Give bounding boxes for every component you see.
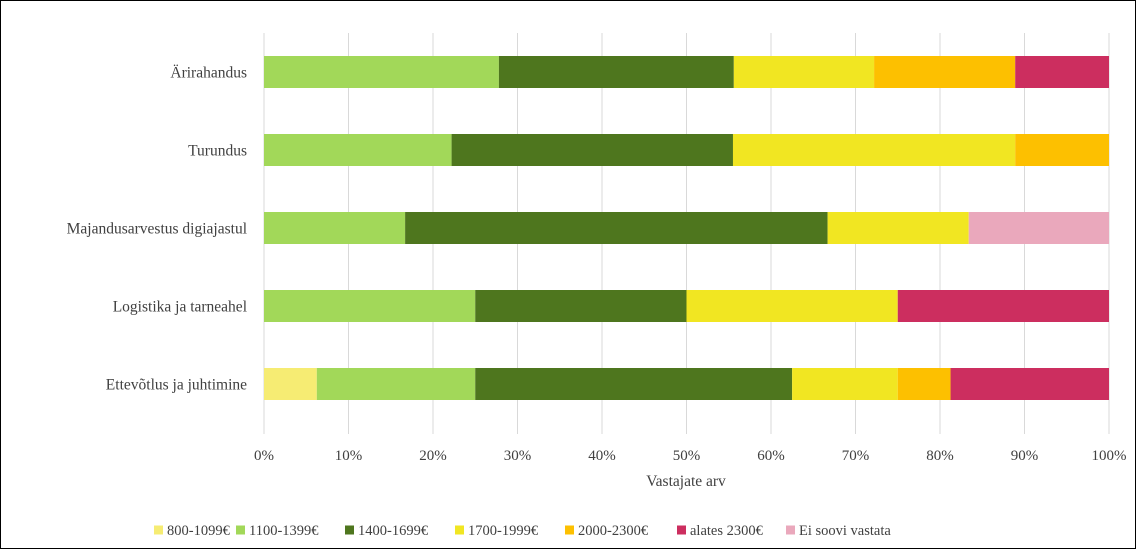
category-label: Ettevõtlus ja juhtimine xyxy=(106,377,247,394)
x-tick-label: 20% xyxy=(419,448,447,464)
x-tick-labels: 0% 10% 20% 30% 40% 50% 60% 70% 80% 90% 100% xyxy=(254,448,1127,464)
x-tick-label: 70% xyxy=(842,448,870,464)
legend-swatch xyxy=(236,525,245,535)
legend-label: 1100-1399€ xyxy=(249,523,319,539)
legend-swatch xyxy=(565,525,574,535)
legend-label: 1400-1699€ xyxy=(358,523,429,539)
x-axis-title: Vastajate arv xyxy=(646,473,726,490)
legend-swatch xyxy=(154,525,163,535)
legend-label: alates 2300€ xyxy=(690,523,764,539)
bar-segment xyxy=(874,56,1016,88)
legend-label: 800-1099€ xyxy=(167,523,231,539)
bar-segment xyxy=(264,368,317,400)
category-labels: Ärirahandus Turundus Majandusarvestus digi… xyxy=(67,65,247,394)
legend-label: Ei soovi vastata xyxy=(799,523,891,539)
bar-segment xyxy=(405,212,828,244)
bar-segment xyxy=(264,134,452,166)
bar-segment xyxy=(316,368,476,400)
category-label: Logistika ja tarneahel xyxy=(113,299,247,316)
bar-segment xyxy=(1015,56,1109,88)
bar-segment xyxy=(968,212,1109,244)
x-tick-label: 60% xyxy=(757,448,785,464)
category-label: Ärirahandus xyxy=(170,65,247,82)
bar-segment xyxy=(451,134,733,166)
legend-label: 1700-1999€ xyxy=(468,523,539,539)
bar-segment xyxy=(827,212,969,244)
bar-segment xyxy=(475,368,793,400)
bar-segment xyxy=(686,290,898,322)
bar-segment xyxy=(897,368,951,400)
bar-segment xyxy=(1015,134,1109,166)
bar-segment xyxy=(264,56,499,88)
bar-segment xyxy=(475,290,687,322)
x-tick-label: 100% xyxy=(1092,448,1127,464)
bar-segment xyxy=(732,134,1016,166)
x-tick-label: 30% xyxy=(504,448,532,464)
bars xyxy=(264,56,1109,400)
bar-segment xyxy=(733,56,875,88)
legend-swatch xyxy=(455,525,464,535)
legend-swatch xyxy=(786,525,795,535)
bar-segment xyxy=(498,56,734,88)
bar-segment xyxy=(897,290,1109,322)
bar-segment xyxy=(950,368,1109,400)
bar-segment xyxy=(264,290,476,322)
category-label: Turundus xyxy=(188,143,247,160)
legend-label: 2000-2300€ xyxy=(578,523,649,539)
legend-swatch xyxy=(677,525,686,535)
x-tick-label: 10% xyxy=(335,448,363,464)
x-tick-label: 50% xyxy=(673,448,701,464)
legend-swatch xyxy=(345,525,354,535)
bar-segment xyxy=(264,212,406,244)
category-label: Majandusarvestus digiajastul xyxy=(67,221,247,238)
legend: 800-1099€ 1100-1399€ 1400-1699€ 1700-1999€ 2… xyxy=(154,523,891,539)
bar-segment xyxy=(792,368,898,400)
x-tick-label: 80% xyxy=(926,448,954,464)
x-tick-label: 0% xyxy=(254,448,274,464)
x-tick-label: 40% xyxy=(588,448,616,464)
x-tick-label: 90% xyxy=(1011,448,1039,464)
